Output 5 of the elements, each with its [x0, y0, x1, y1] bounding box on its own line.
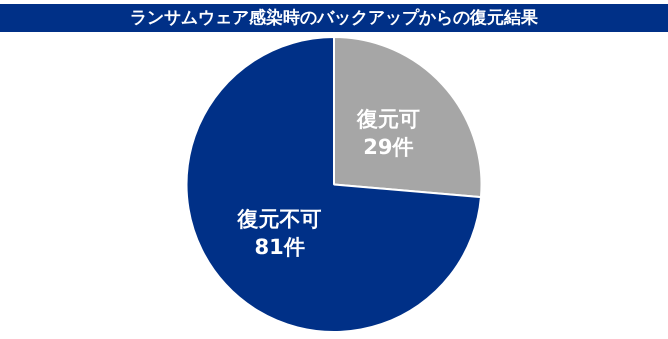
slice-label: 復元可	[356, 107, 420, 132]
chart-title: ランサムウェア感染時のバックアップからの復元結果	[0, 4, 668, 32]
data-label: 81件	[254, 234, 305, 259]
slice-label: 復元不可	[236, 206, 322, 231]
data-label: 29件	[363, 135, 414, 160]
